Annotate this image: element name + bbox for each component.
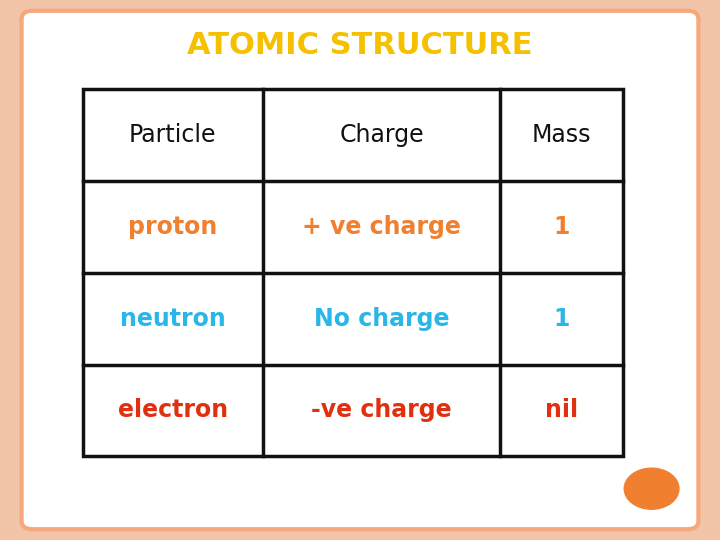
Circle shape bbox=[624, 468, 679, 509]
Text: 1: 1 bbox=[554, 307, 570, 330]
Text: electron: electron bbox=[118, 399, 228, 422]
Text: neutron: neutron bbox=[120, 307, 225, 330]
FancyBboxPatch shape bbox=[22, 11, 698, 529]
Text: 1: 1 bbox=[554, 215, 570, 239]
Text: Mass: Mass bbox=[532, 123, 591, 147]
Bar bbox=[83, 89, 623, 456]
Text: proton: proton bbox=[128, 215, 217, 239]
Text: nil: nil bbox=[545, 399, 578, 422]
Text: ATOMIC STRUCTURE: ATOMIC STRUCTURE bbox=[187, 31, 533, 60]
Text: -ve charge: -ve charge bbox=[311, 399, 452, 422]
Text: Particle: Particle bbox=[129, 123, 217, 147]
Text: No charge: No charge bbox=[314, 307, 449, 330]
Text: Charge: Charge bbox=[339, 123, 424, 147]
Text: + ve charge: + ve charge bbox=[302, 215, 461, 239]
